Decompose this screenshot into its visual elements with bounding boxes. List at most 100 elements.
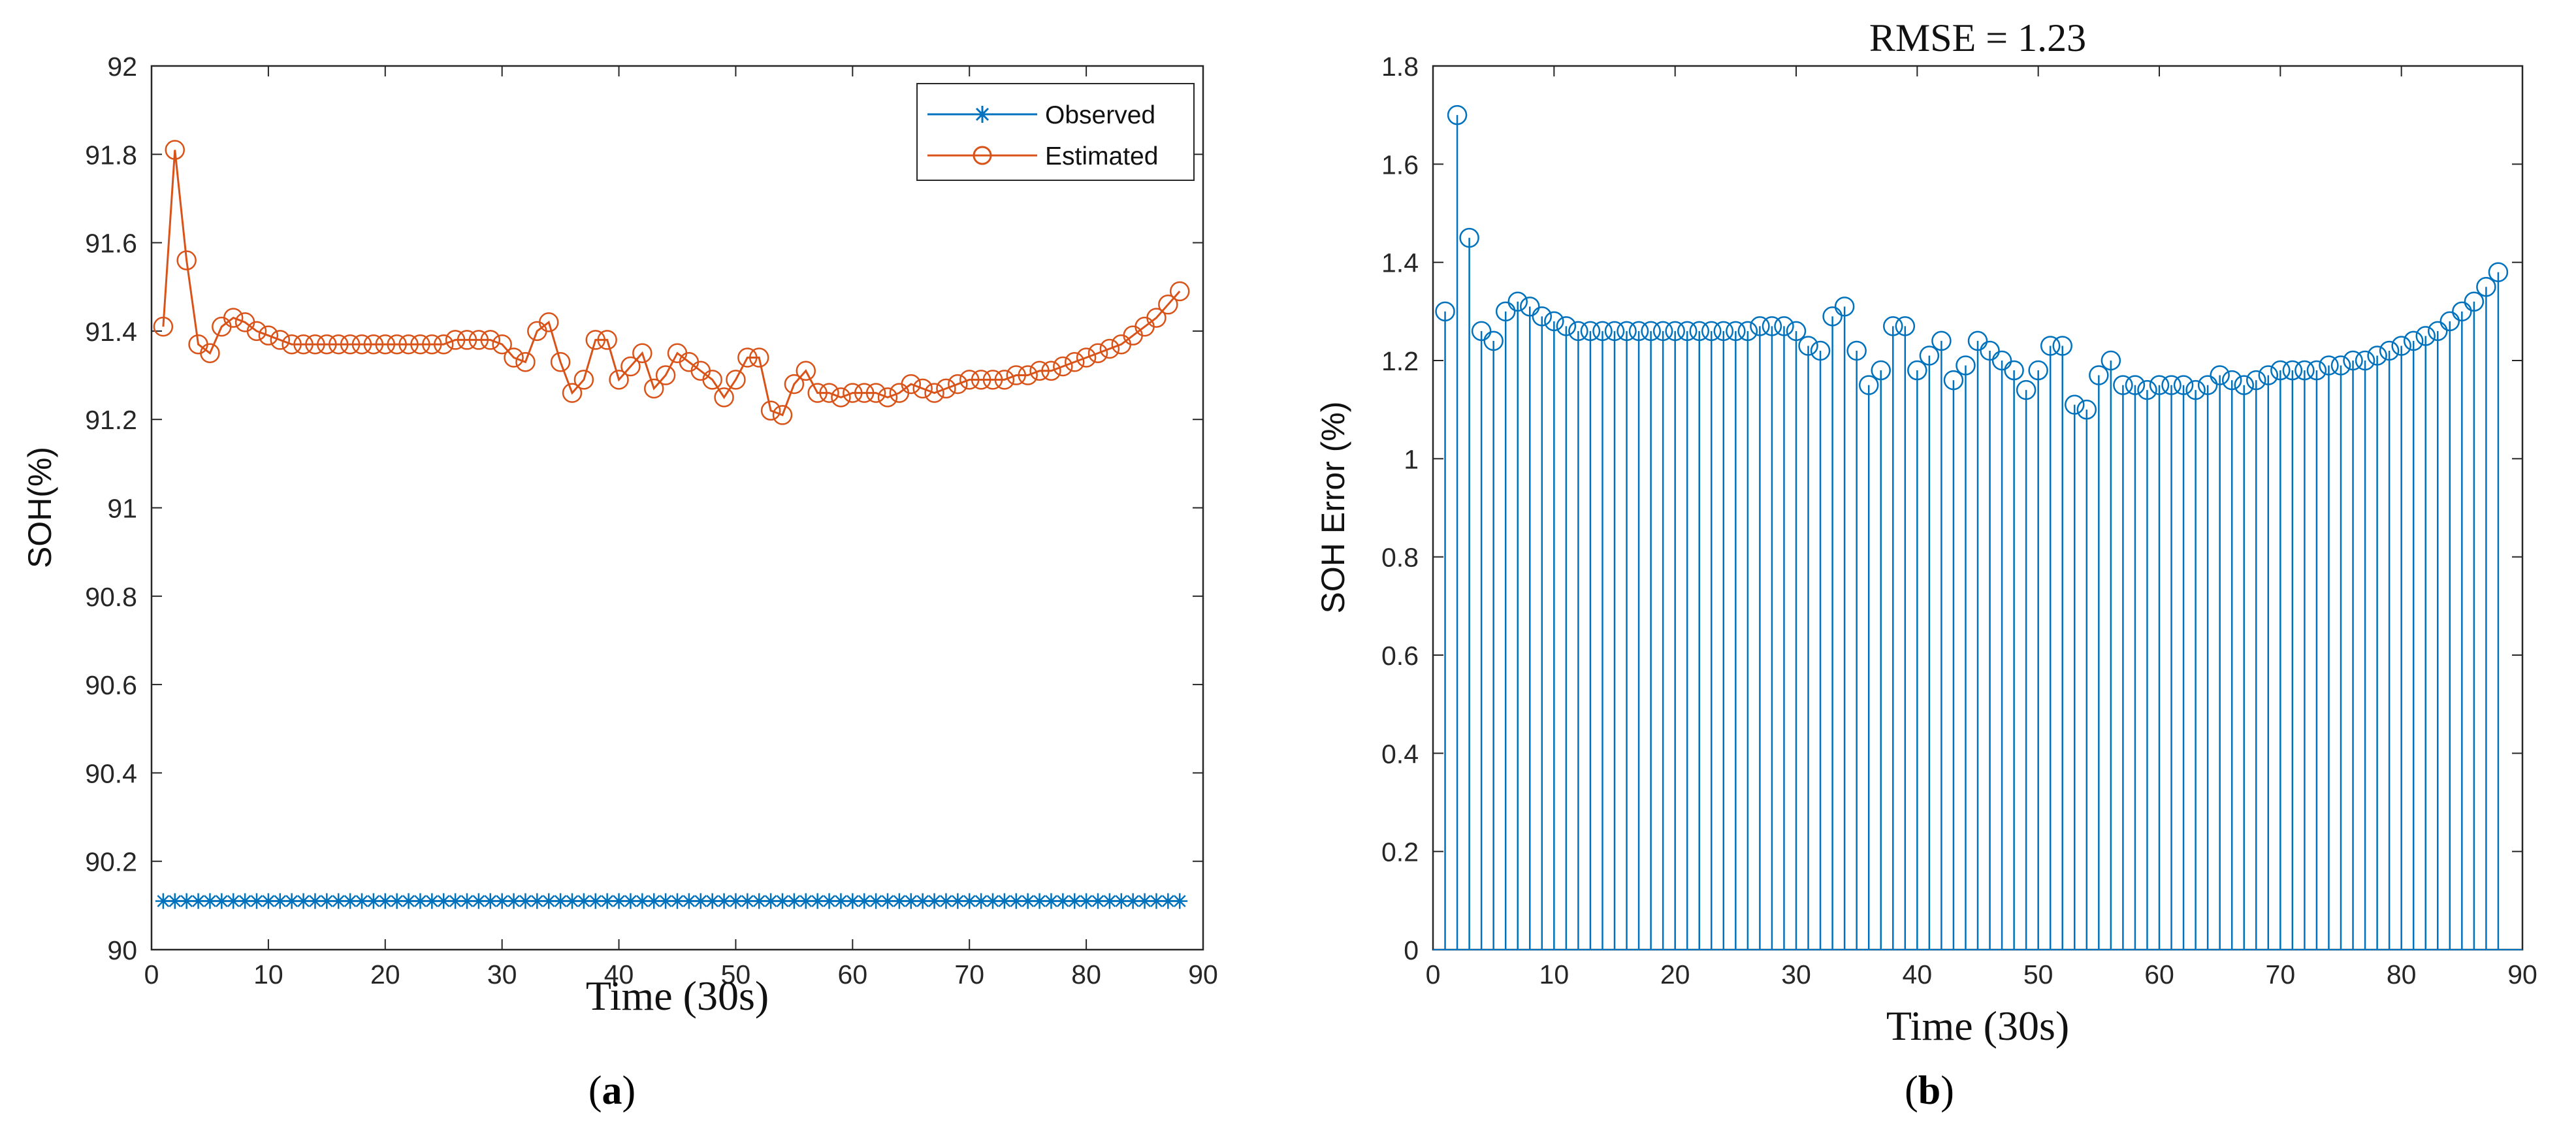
chart-a-estimated-point [597,330,617,350]
chart-b-stem-marker [2319,355,2339,376]
chart-a-estimated-point [223,308,244,328]
chart-a-estimated-point [971,370,991,390]
b-x-tick-label: 60 [2144,959,2174,989]
chart-a-observed-point [412,893,428,909]
b-y-tick-label: 1.8 [1381,52,1419,82]
chart-a-legend-box [916,83,1195,181]
chart-a-estimated-point [375,334,396,355]
chart-b-stem-marker [2185,379,2206,400]
chart-b-stem-marker [1568,321,1588,342]
panel-label-b-open-paren: ( [1905,1069,1918,1113]
b-x-tick-label: 50 [2023,959,2053,989]
chart-b-stem-marker [1483,330,1504,351]
chart-a-estimated-point [480,330,501,350]
chart-b-stem-marker [1810,340,1831,361]
a-x-tick-label: 30 [487,959,517,989]
a-y-tick-label: 90.6 [85,670,137,700]
a-x-tick-label: 0 [144,959,159,989]
a-y-tick-label: 90.8 [85,582,137,612]
chart-b-stem-marker [1459,227,1479,248]
chart-a-plot-area [150,65,1204,951]
chart-b-y-axis-label: SOH Error (%) [1315,402,1351,614]
chart-b-stem-marker [2452,301,2472,322]
chart-b-stem-marker [2294,360,2315,381]
chart-a-estimated-point [538,312,559,332]
chart-b-stem-marker [2149,375,2170,395]
chart-a-estimated-point [433,334,454,355]
chart-a-estimated-point [1158,295,1178,315]
chart-a-legend-observed-marker-icon [974,106,991,123]
chart-a-estimated-point [585,330,606,350]
chart-b-stem-marker [2089,365,2109,385]
chart-a-estimated-point [573,370,594,390]
chart-a-estimated-point [924,383,944,403]
chart-b-stem-marker [1580,321,1601,342]
chart-b-stem-marker [2330,355,2351,376]
chart-a-observed-point [950,893,966,909]
chart-b-stem-marker [1447,105,1468,125]
panel-label-a-open-paren: ( [588,1069,602,1113]
b-y-tick-label: 0.6 [1381,641,1419,671]
chart-b-stem-marker [2439,311,2460,332]
chart-b-stem-marker [1907,360,1927,381]
chart-b-soh-error-stem: 0 10 20 30 40 50 60 70 80 90 0 0.2 0.4 0.6 0.8 1 1.2 1.4… [1315,16,2537,1049]
chart-a-estimated-point [655,365,676,385]
chart-b-stem-marker [1641,321,1661,342]
chart-a-estimated-point [936,378,956,399]
chart-a-estimated-point [293,334,314,355]
chart-b-stem-marker [2137,379,2157,400]
chart-b-stem-marker [2464,291,2485,312]
chart-b-stem-marker [1774,316,1794,336]
chart-a-estimated-point [340,334,361,355]
chart-a-estimated-point [643,378,664,399]
chart-b-stem-marker [1980,340,2000,361]
chart-b-stem-marker [2476,277,2496,297]
chart-a-estimated-point [1018,365,1038,385]
chart-a-estimated-point [1146,308,1167,328]
chart-a-estimated-point [994,370,1015,390]
chart-b-title: RMSE = 1.23 [1869,16,2086,59]
b-x-tick-label: 80 [2387,959,2417,989]
chart-b-stem-marker [2040,336,2061,356]
chart-a-estimated-point [1076,347,1097,368]
chart-b-stem-marker [2125,375,2146,395]
chart-b-stem-marker [2234,375,2254,395]
chart-b-stem-marker [2161,375,2182,395]
chart-a-estimated-point [176,250,197,270]
chart-a-estimated-point [387,334,407,355]
chart-b-stem-marker [2076,399,2097,420]
chart-a-estimated-point [165,140,185,160]
chart-a-observed-point [821,893,837,909]
chart-a-legend-estimated-label: Estimated [1045,142,1158,170]
chart-a-observed-point [529,893,545,909]
chart-a-estimated-point [1099,338,1120,359]
chart-a-legend: Observed Estimated [916,83,1195,181]
chart-a-estimated-point [492,334,512,355]
chart-a-estimated-point [877,387,898,408]
chart-b-stem-marker [1822,306,1843,327]
chart-b-stem-marker [2391,336,2411,356]
chart-a-estimated-point [270,330,291,350]
chart-b-stem-marker [2197,375,2218,395]
chart-a-estimated-point [843,383,863,403]
a-y-tick-label: 91.6 [85,229,137,259]
a-y-tick-label: 91.4 [85,317,137,347]
chart-b-stem-marker [2101,350,2121,371]
chart-a-estimated-point [1064,352,1085,372]
chart-b-ticks [1432,65,2523,950]
a-x-tick-label: 60 [838,959,868,989]
a-x-tick-label: 90 [1188,959,1218,989]
chart-b-stem-marker [2343,350,2363,371]
chart-a-observed-point [225,893,242,909]
chart-a-estimated-point [702,370,722,390]
chart-a-estimated-point [258,325,279,346]
chart-a-estimated-point [796,361,816,381]
chart-a-estimated-point [1087,343,1108,363]
chart-b-stem-marker [1592,321,1613,342]
chart-b-stem-marker [2028,360,2048,381]
chart-a-estimated-point [632,343,652,363]
chart-b-stem-marker [2355,350,2375,371]
chart-b-stem-marker [2428,321,2448,342]
a-y-tick-label: 90.2 [85,847,137,877]
a-y-tick-label: 90 [107,935,137,965]
